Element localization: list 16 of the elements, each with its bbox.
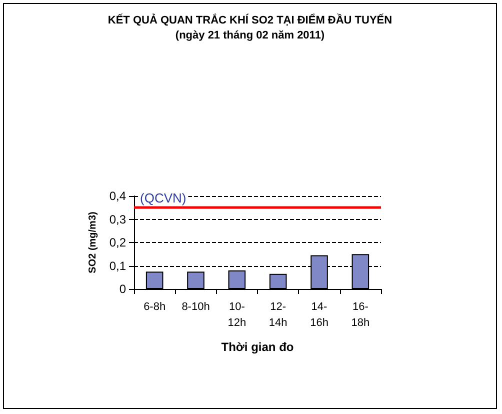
y-axis-title: SO2 (mg/m3) [88, 212, 98, 274]
chart-title: KẾT QUẢ QUAN TRẮC KHÍ SO2 TẠI ĐIỂM ĐẦU TUYẾN [108, 14, 392, 26]
y-tick-label: 0,3 [109, 212, 126, 226]
x-tick-label: 10-12h [228, 301, 246, 329]
y-tick-label: 0,1 [109, 258, 126, 273]
ref-line-label: (QCVN) [140, 190, 186, 206]
x-axis-title: Thời gian đo [221, 340, 294, 354]
x-tick-label: 12-14h [268, 301, 288, 329]
chart-subtitle: (ngày 21 tháng 02 năm 2011) [175, 30, 325, 42]
y-tick-label: 0,4 [109, 189, 126, 203]
x-tick-label: 14-16h [310, 301, 328, 329]
x-tick-label: 16-18h [351, 301, 370, 329]
y-tick-label: 0 [119, 282, 126, 296]
x-tick-label: 6-8h [144, 301, 166, 313]
y-tick-label: 0,2 [109, 236, 126, 250]
x-tick-label: 8-10h [182, 301, 210, 313]
